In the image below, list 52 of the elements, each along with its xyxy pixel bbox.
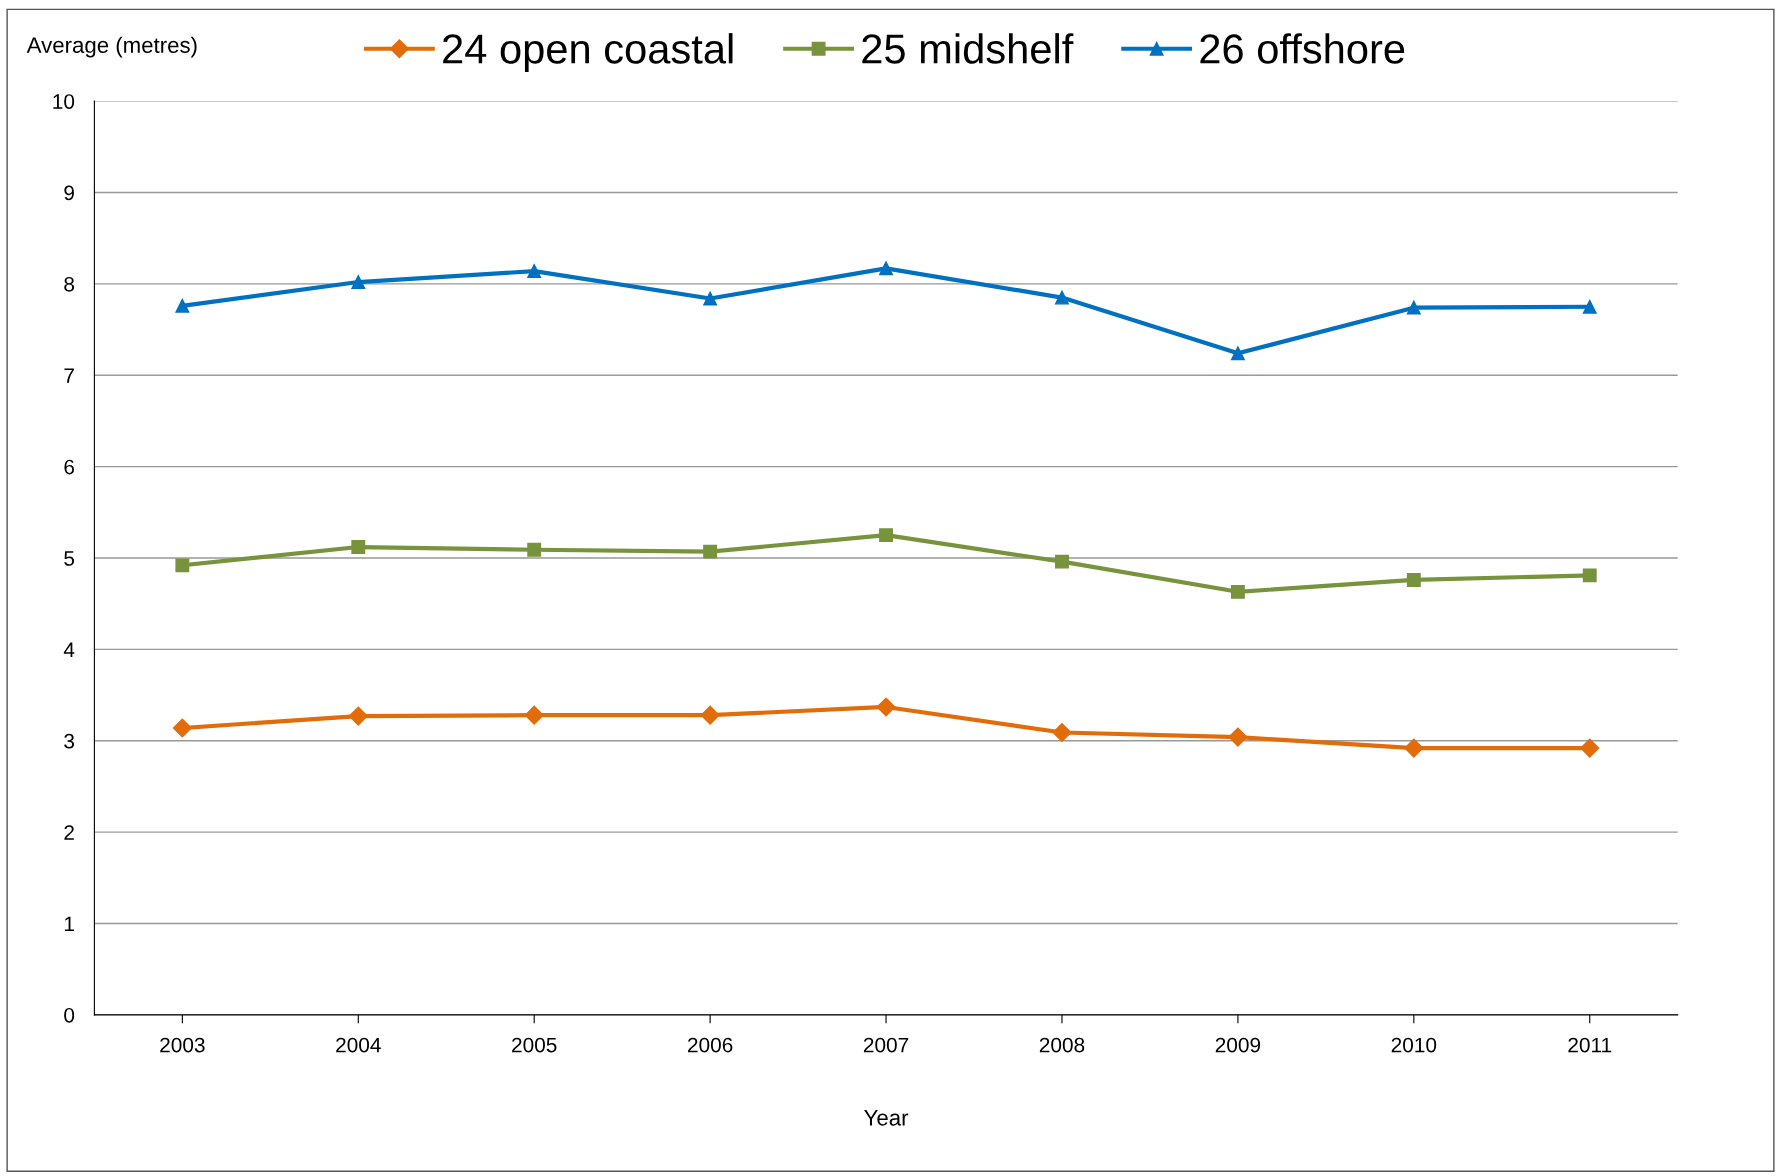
y-axis-title: Average (metres) xyxy=(26,36,197,58)
point xyxy=(876,697,896,717)
x-tick-label: 2011 xyxy=(1568,1037,1612,1053)
point xyxy=(1230,346,1245,361)
point xyxy=(1055,554,1069,569)
x-tick-label: 2008 xyxy=(1039,1037,1085,1053)
y-tick-label: 5 xyxy=(64,551,75,566)
point xyxy=(1055,290,1069,305)
point xyxy=(1582,299,1597,314)
point xyxy=(175,298,190,313)
point xyxy=(175,558,190,573)
point xyxy=(1582,568,1597,583)
x-tick-label: 2009 xyxy=(1215,1037,1261,1053)
point xyxy=(524,705,544,725)
y-tick-label: 3 xyxy=(64,733,75,749)
y-tick-label: 8 xyxy=(64,276,75,292)
point xyxy=(703,544,718,559)
legend-label: 24 open coastal xyxy=(443,33,733,72)
x-tick-label: 2010 xyxy=(1391,1037,1437,1053)
point xyxy=(1228,727,1248,747)
point xyxy=(879,528,893,543)
point xyxy=(1052,723,1072,743)
y-tick-label: 4 xyxy=(63,642,75,657)
x-axis-title: Year xyxy=(864,1110,909,1126)
y-tick-label: 0 xyxy=(64,1007,75,1023)
x-tick-label: 2005 xyxy=(512,1037,557,1053)
y-tick-label: 6 xyxy=(64,459,75,475)
y-tick-label: 10 xyxy=(53,94,75,109)
point xyxy=(527,264,542,279)
point xyxy=(1406,572,1421,587)
x-tick-label: 2003 xyxy=(160,1037,205,1053)
x-tick-label: 2004 xyxy=(336,1037,381,1053)
point xyxy=(700,705,720,725)
y-tick-label: 1 xyxy=(64,916,74,932)
y-tick-label: 7 xyxy=(64,368,74,383)
point xyxy=(1406,300,1421,315)
y-tick-label: 9 xyxy=(64,185,74,201)
point xyxy=(351,275,366,290)
legend-label: 26 offshore xyxy=(1200,33,1405,64)
point xyxy=(1404,738,1424,758)
y-tick-label: 2 xyxy=(64,825,74,840)
point xyxy=(1580,738,1600,758)
point xyxy=(527,542,542,557)
point xyxy=(351,540,366,554)
point xyxy=(1230,584,1245,599)
point xyxy=(879,261,893,276)
point xyxy=(172,718,192,738)
point xyxy=(703,291,718,306)
x-tick-label: 2007 xyxy=(863,1037,909,1053)
legend-label: 25 midshelf xyxy=(862,33,1074,64)
point xyxy=(348,706,368,726)
x-tick-label: 2006 xyxy=(688,1037,733,1053)
